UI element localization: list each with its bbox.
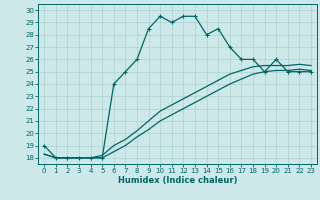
X-axis label: Humidex (Indice chaleur): Humidex (Indice chaleur) bbox=[118, 176, 237, 185]
